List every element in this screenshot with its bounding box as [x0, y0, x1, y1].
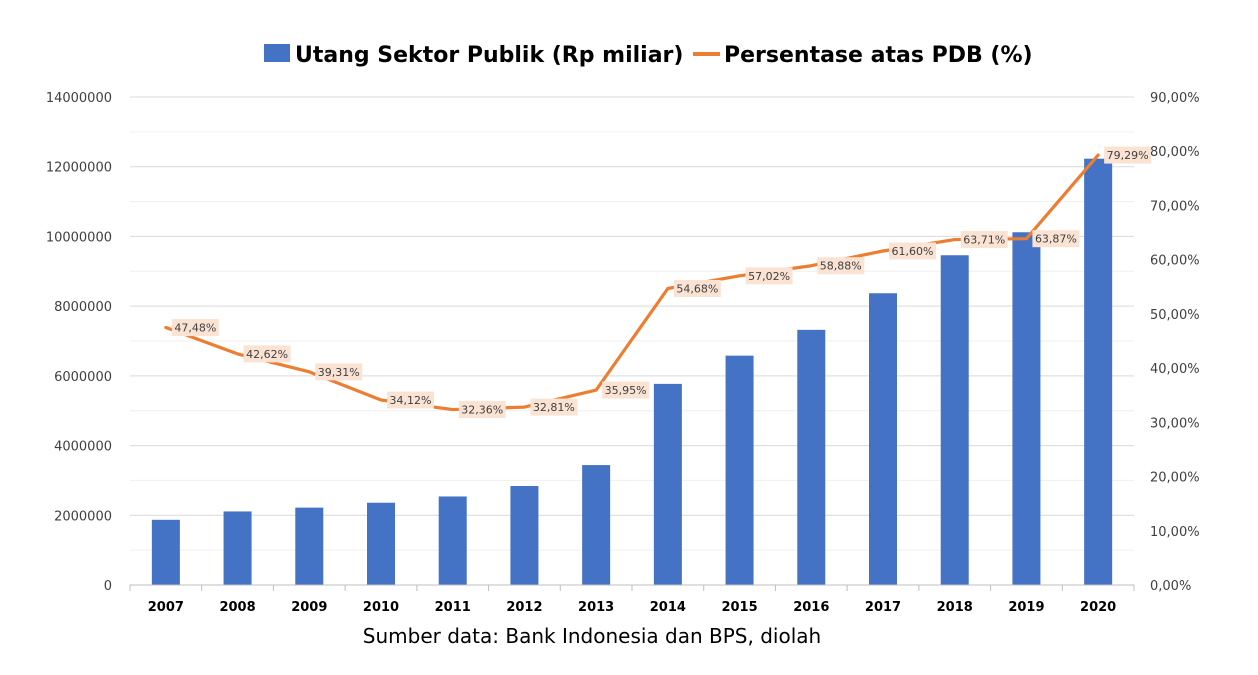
data-label-bg — [602, 381, 650, 399]
y-right-tick-label: 80,00% — [1150, 145, 1200, 160]
bar-2009 — [295, 507, 324, 585]
y-right-tick-label: 50,00% — [1150, 308, 1200, 323]
bar-2007 — [151, 519, 180, 585]
data-label-2013: 35,95% — [605, 384, 647, 397]
y-left-tick-label: 2000000 — [54, 509, 112, 524]
x-tick-label-2009: 2009 — [291, 600, 327, 615]
x-tick-label-2014: 2014 — [650, 600, 686, 615]
x-tick-label-2011: 2011 — [435, 600, 471, 615]
gridlines — [130, 96, 1134, 551]
data-label-bg — [530, 398, 578, 416]
legend-bar-swatch — [264, 44, 290, 62]
y-left-tick-label: 8000000 — [54, 300, 112, 315]
right-axis: 0,00% 10,00% 20,00% 30,00% 40,00% 50,00% 60,00… — [1150, 91, 1200, 594]
bar-2020 — [1084, 158, 1113, 585]
data-label-2009: 39,31% — [318, 366, 360, 379]
left-axis: 0 2000000 4000000 6000000 8000000 10000000 120… — [46, 91, 112, 594]
data-label-bg — [817, 257, 865, 275]
data-label-2011: 32,36% — [461, 404, 503, 417]
y-right-tick-label: 20,00% — [1150, 471, 1200, 486]
source-note: Sumber data: Bank Indonesia dan BPS, dio… — [362, 624, 822, 648]
y-right-tick-label: 10,00% — [1150, 525, 1200, 540]
bar-2010 — [367, 502, 395, 585]
data-label-2017: 61,60% — [892, 245, 934, 258]
data-label-bg — [243, 345, 291, 363]
bar-2014 — [653, 383, 682, 585]
y-right-tick-label: 40,00% — [1150, 362, 1200, 377]
data-label-bg — [1104, 146, 1152, 164]
y-right-tick-label: 60,00% — [1150, 254, 1200, 269]
x-tick-label-2017: 2017 — [865, 600, 901, 615]
data-label-2010: 34,12% — [390, 394, 432, 407]
y-right-tick-label: 90,00% — [1150, 91, 1200, 106]
data-label-bg — [387, 391, 434, 409]
data-label-2020: 79,29% — [1107, 149, 1149, 162]
x-axis: 2007 2008 2009 2010 2011 2012 2013 2014 2015 2016… — [129, 584, 1135, 615]
y-right-tick-label: 30,00% — [1150, 416, 1200, 431]
bar-series — [151, 158, 1113, 585]
bar-2017 — [869, 293, 897, 585]
bar-2011 — [438, 496, 467, 585]
x-tick-label-2016: 2016 — [793, 600, 829, 615]
data-label-2007: 47,48% — [174, 322, 216, 335]
y-left-tick-label: 10000000 — [46, 230, 112, 245]
x-tick-label-2007: 2007 — [148, 600, 184, 615]
x-tick-label-2018: 2018 — [937, 600, 973, 615]
x-tick-label-2010: 2010 — [363, 600, 399, 615]
data-label-bg — [315, 363, 363, 381]
data-label-2012: 32,81% — [533, 401, 575, 414]
data-label-bg — [889, 242, 936, 260]
data-label-bg — [1032, 230, 1080, 248]
x-tick-label-2012: 2012 — [506, 600, 542, 615]
y-left-tick-label: 6000000 — [54, 370, 112, 385]
legend-bar-label: Utang Sektor Publik (Rp miliar) — [295, 43, 683, 68]
data-label-2018: 63,71% — [963, 234, 1005, 247]
data-label-2008: 42,62% — [246, 348, 288, 361]
y-left-tick-label: 14000000 — [46, 91, 112, 106]
x-tick-label-2013: 2013 — [578, 600, 614, 615]
data-label-2014: 54,68% — [676, 283, 718, 296]
data-label-bg — [171, 319, 219, 337]
data-label-bg — [960, 231, 1008, 249]
y-right-tick-label: 0,00% — [1150, 579, 1191, 594]
bar-2008 — [223, 511, 252, 585]
x-tick-label-2015: 2015 — [721, 600, 757, 615]
y-right-tick-label: 70,00% — [1150, 199, 1200, 214]
x-tick-label-2020: 2020 — [1080, 600, 1116, 615]
data-label-2016: 58,88% — [820, 260, 862, 273]
bar-2016 — [797, 329, 826, 585]
y-left-tick-label: 0 — [104, 579, 112, 594]
x-tick-label-2008: 2008 — [219, 600, 255, 615]
bar-2019 — [1012, 232, 1041, 585]
bar-2015 — [725, 355, 754, 585]
data-label-bg — [673, 280, 721, 298]
bar-2013 — [582, 465, 611, 585]
legend-line-label: Persentase atas PDB (%) — [724, 43, 1033, 68]
bar-2018 — [940, 255, 969, 585]
data-label-bg — [745, 267, 793, 285]
legend: Utang Sektor Publik (Rp miliar) Persenta… — [264, 43, 1033, 68]
data-labels: 47,48% 42,62% 39,31% 34,12% 32,36% 32,81% 35,9… — [171, 146, 1152, 419]
x-tick-label-2019: 2019 — [1008, 600, 1044, 615]
y-left-tick-label: 12000000 — [46, 161, 112, 176]
y-left-tick-label: 4000000 — [54, 440, 112, 455]
data-label-bg — [458, 401, 506, 419]
data-label-2019: 63,87% — [1035, 233, 1077, 246]
data-label-2015: 57,02% — [748, 270, 790, 283]
bar-2012 — [510, 486, 539, 585]
